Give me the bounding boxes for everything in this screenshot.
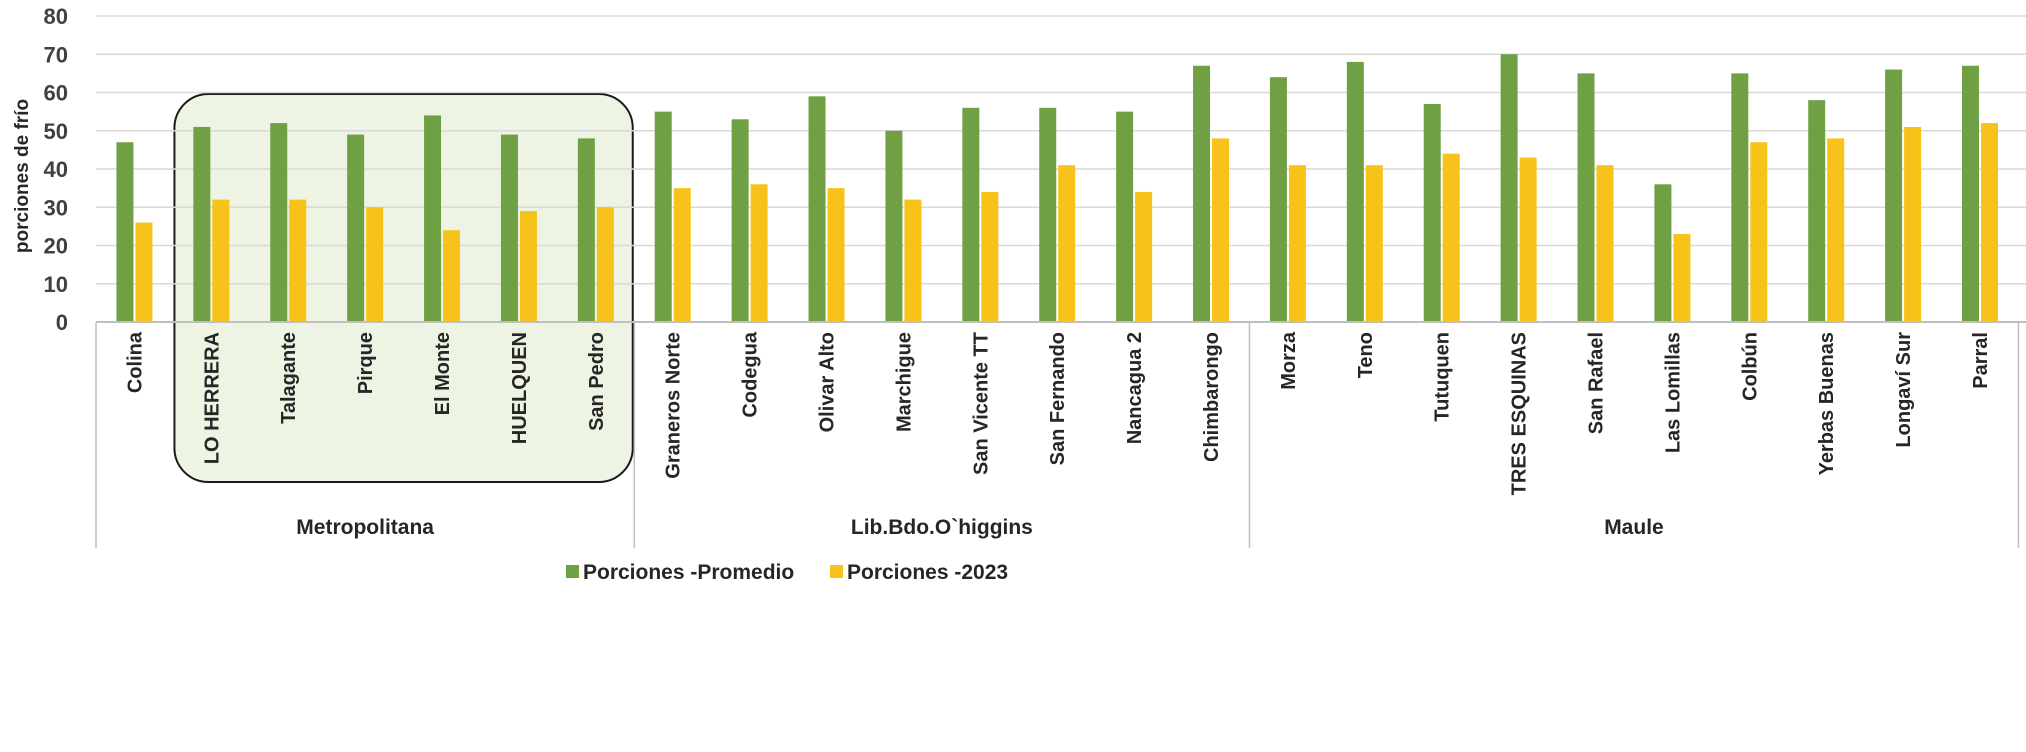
bar-porciones-promedio-san-vicente-tt xyxy=(962,107,980,322)
region-label-metropolitana: Metropolitana xyxy=(296,516,434,539)
bar-porciones-promedio-pirque xyxy=(347,134,365,322)
x-tick-label-chimbarongo: Chimbarongo xyxy=(1201,332,1223,462)
bar-porciones-2023-tres-esquinas xyxy=(1519,157,1537,322)
x-tick-label-talagante: Talagante xyxy=(278,332,300,424)
bar-porciones-2023-colina xyxy=(135,222,153,322)
bars xyxy=(116,54,1998,323)
bar-porciones-promedio-talagante xyxy=(270,123,288,322)
legend-swatch-porciones-2023 xyxy=(830,565,843,578)
bar-porciones-2023-longavi-sur xyxy=(1904,126,1922,322)
bar-porciones-promedio-longavi-sur xyxy=(1885,69,1903,322)
x-tick-label-codegua: Codegua xyxy=(740,331,762,417)
x-tick-label-san-fernando: San Fernando xyxy=(1047,332,1069,465)
x-tick-label-tutuquen: Tutuquen xyxy=(1432,332,1454,422)
legend-label-porciones-promedio: Porciones -Promedio xyxy=(583,561,794,584)
bar-porciones-promedio-el-monte xyxy=(424,115,442,322)
y-tick-label-80: 80 xyxy=(44,4,68,29)
bar-porciones-2023-chimbarongo xyxy=(1212,138,1230,322)
x-tick-label-las-lomillas: Las Lomillas xyxy=(1662,332,1684,453)
bar-porciones-2023-talagante xyxy=(289,199,307,322)
highlight-rectangle xyxy=(173,93,634,483)
x-tick-label-parral: Parral xyxy=(1970,332,1992,389)
bar-porciones-2023-teno xyxy=(1365,165,1383,322)
y-tick-label-30: 30 xyxy=(44,195,68,220)
bar-porciones-2023-tutuquen xyxy=(1442,153,1460,322)
metropolitana-highlight-box xyxy=(173,93,634,483)
x-tick-label-san-pedro: San Pedro xyxy=(586,332,608,431)
x-tick-label-olivar-alto: Olivar Alto xyxy=(817,332,839,432)
x-tick-label-huelquen: HUELQUEN xyxy=(509,332,531,444)
x-tick-label-colbun: Colbún xyxy=(1739,332,1761,401)
bar-porciones-2023-colbun xyxy=(1750,142,1768,322)
bar-porciones-promedio-colbun xyxy=(1731,73,1749,322)
bar-porciones-promedio-olivar-alto xyxy=(808,96,826,322)
bar-porciones-2023-san-fernando xyxy=(1058,165,1076,322)
bar-porciones-2023-lo-herrera xyxy=(212,199,230,322)
x-tick-label-yerbas-buenas: Yerbas Buenas xyxy=(1816,332,1838,475)
y-tick-label-60: 60 xyxy=(44,81,68,106)
bar-porciones-promedio-lo-herrera xyxy=(193,126,211,322)
x-tick-label-san-rafael: San Rafael xyxy=(1586,332,1608,434)
bar-porciones-2023-huelquen xyxy=(519,211,537,322)
bar-porciones-2023-graneros-norte xyxy=(673,188,691,322)
bar-porciones-2023-yerbas-buenas xyxy=(1827,138,1845,322)
bar-porciones-2023-las-lomillas xyxy=(1673,234,1691,322)
bar-porciones-promedio-nancagua-2 xyxy=(1116,111,1134,322)
x-tick-label-colina: Colina xyxy=(124,331,146,393)
bar-porciones-2023-olivar-alto xyxy=(827,188,845,322)
bar-porciones-2023-codegua xyxy=(750,184,768,322)
bar-porciones-promedio-huelquen xyxy=(500,134,518,322)
legend-label-porciones-2023: Porciones -2023 xyxy=(847,561,1008,584)
y-tick-label-10: 10 xyxy=(44,272,68,297)
y-tick-label-40: 40 xyxy=(44,157,68,182)
x-tick-label-el-monte: El Monte xyxy=(432,332,454,415)
bar-porciones-2023-san-vicente-tt xyxy=(981,191,999,322)
bar-porciones-promedio-codegua xyxy=(731,119,749,323)
bar-porciones-2023-nancagua-2 xyxy=(1135,191,1153,322)
bar-porciones-promedio-marchigue xyxy=(885,130,903,322)
x-tick-label-pirque: Pirque xyxy=(355,332,377,394)
bar-porciones-2023-san-rafael xyxy=(1596,165,1614,322)
bar-porciones-promedio-tutuquen xyxy=(1423,103,1441,322)
region-label-maule: Maule xyxy=(1604,516,1664,539)
bar-porciones-2023-parral xyxy=(1981,123,1998,322)
bar-porciones-promedio-graneros-norte xyxy=(654,111,672,322)
x-tick-label-teno: Teno xyxy=(1355,332,1377,378)
y-tick-label-0: 0 xyxy=(56,310,68,335)
bar-porciones-2023-morza xyxy=(1288,165,1306,322)
x-tick-label-nancagua-2: Nancagua 2 xyxy=(1124,332,1146,444)
bar-porciones-2023-pirque xyxy=(366,207,384,322)
y-axis-label: porciones de frío xyxy=(12,99,33,253)
bar-porciones-2023-san-pedro xyxy=(596,207,614,322)
y-tick-label-20: 20 xyxy=(44,234,68,259)
bar-porciones-promedio-parral xyxy=(1962,65,1979,322)
bar-porciones-2023-el-monte xyxy=(443,230,461,322)
x-tick-label-tres-esquinas: TRES ESQUINAS xyxy=(1509,332,1531,495)
legend-swatch-porciones-promedio xyxy=(566,565,579,578)
x-tick-label-san-vicente-tt: San Vicente TT xyxy=(970,332,992,475)
bar-porciones-promedio-tres-esquinas xyxy=(1500,54,1518,322)
bar-porciones-promedio-san-fernando xyxy=(1039,107,1057,322)
axes: 0 10 20 30 40 50 60 70 80 Colina LO HERRERA Talagan… xyxy=(44,4,2026,548)
bar-porciones-promedio-san-pedro xyxy=(577,138,595,322)
y-tick-label-70: 70 xyxy=(44,42,68,67)
bar-porciones-promedio-yerbas-buenas xyxy=(1808,100,1826,323)
bar-porciones-promedio-chimbarongo xyxy=(1193,65,1211,322)
bar-porciones-promedio-morza xyxy=(1269,77,1287,322)
legend: Porciones -Promedio Porciones -2023 xyxy=(566,561,1008,584)
bar-porciones-promedio-teno xyxy=(1346,61,1364,323)
bar-porciones-promedio-las-lomillas xyxy=(1654,184,1672,322)
bar-porciones-promedio-colina xyxy=(116,142,134,322)
x-tick-label-longavi-sur: Longaví Sur xyxy=(1893,332,1915,448)
y-tick-label-50: 50 xyxy=(44,119,68,144)
x-tick-label-graneros-norte: Graneros Norte xyxy=(663,332,685,479)
bar-porciones-2023-marchigue xyxy=(904,199,922,322)
x-tick-label-morza: Morza xyxy=(1278,331,1300,390)
x-tick-label-lo-herrera: LO HERRERA xyxy=(201,332,223,464)
region-label-lib-bdo-o-higgins: Lib.Bdo.O`higgins xyxy=(851,516,1033,539)
bar-porciones-promedio-san-rafael xyxy=(1577,73,1595,322)
x-tick-label-marchigue: Marchigue xyxy=(893,332,915,432)
